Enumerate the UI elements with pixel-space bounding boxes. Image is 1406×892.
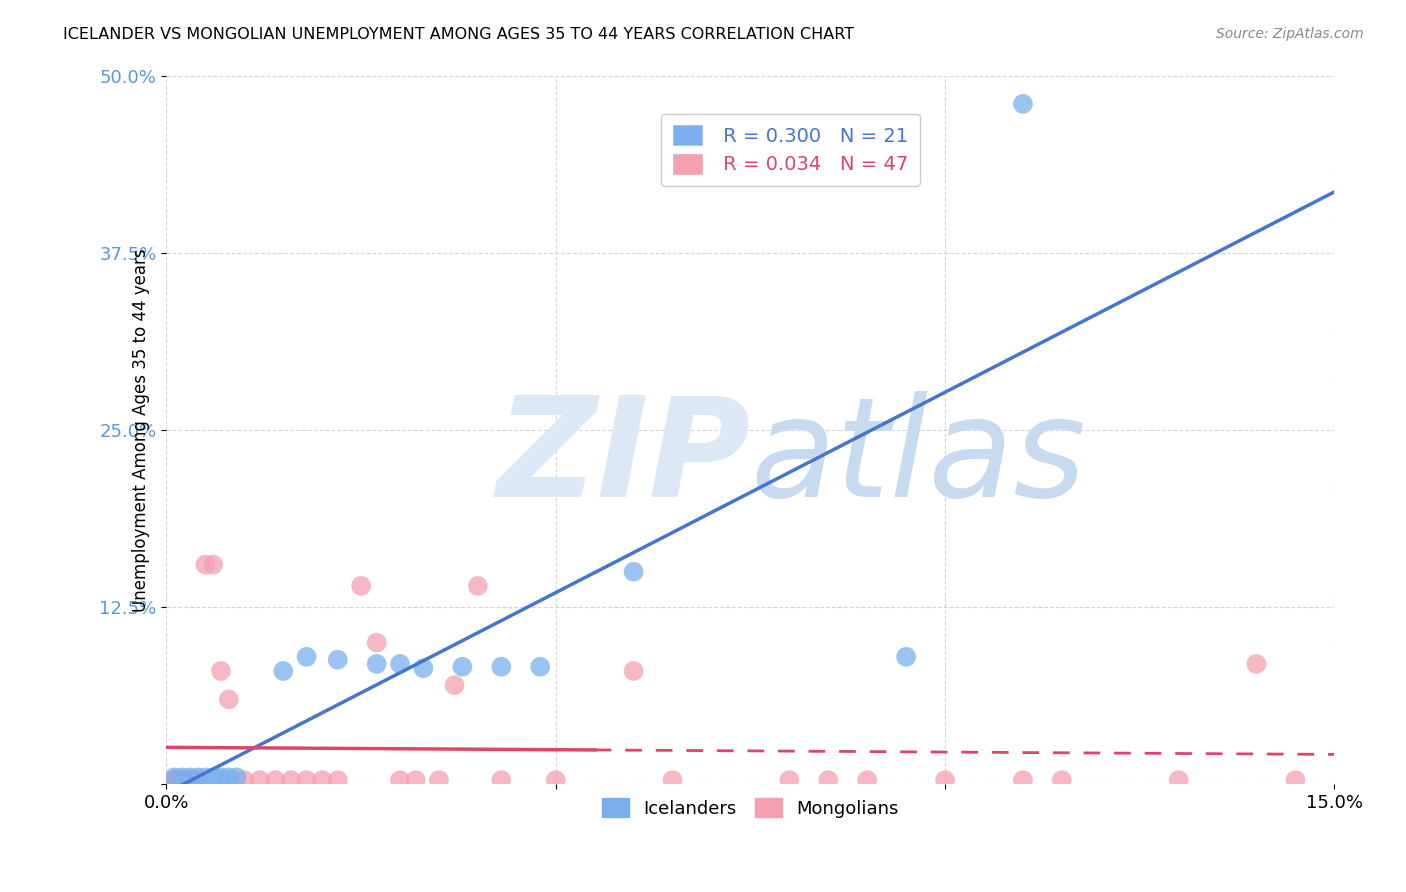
- Point: [179, 770, 201, 784]
- Point: [170, 770, 193, 784]
- Point: [856, 773, 879, 788]
- Point: [467, 579, 489, 593]
- Point: [209, 770, 232, 784]
- Point: [163, 773, 186, 788]
- Text: ZIP: ZIP: [496, 391, 751, 525]
- Point: [366, 657, 388, 671]
- Text: atlas: atlas: [751, 391, 1087, 525]
- Point: [170, 773, 193, 788]
- Point: [209, 664, 232, 678]
- Point: [1167, 773, 1189, 788]
- Text: Source: ZipAtlas.com: Source: ZipAtlas.com: [1216, 27, 1364, 41]
- Point: [451, 659, 474, 673]
- Point: [170, 773, 193, 788]
- Point: [295, 773, 318, 788]
- Point: [170, 773, 193, 788]
- Legend: Icelanders, Mongolians: Icelanders, Mongolians: [595, 791, 905, 825]
- Point: [529, 659, 551, 673]
- Point: [295, 649, 318, 664]
- Point: [218, 770, 240, 784]
- Point: [389, 773, 412, 788]
- Point: [264, 773, 287, 788]
- Point: [350, 579, 373, 593]
- Point: [1012, 773, 1035, 788]
- Point: [163, 773, 186, 788]
- Point: [491, 773, 513, 788]
- Point: [1284, 773, 1306, 788]
- Point: [412, 661, 434, 675]
- Point: [187, 770, 209, 784]
- Point: [225, 770, 247, 784]
- Point: [202, 558, 225, 572]
- Point: [163, 770, 186, 784]
- Point: [1050, 773, 1073, 788]
- Point: [187, 773, 209, 788]
- Point: [443, 678, 465, 692]
- Point: [179, 773, 201, 788]
- Point: [280, 773, 302, 788]
- Point: [326, 773, 349, 788]
- Point: [194, 770, 217, 784]
- Point: [194, 558, 217, 572]
- Point: [544, 773, 567, 788]
- Point: [179, 773, 201, 788]
- Point: [1012, 96, 1035, 111]
- Point: [366, 635, 388, 649]
- Point: [934, 773, 956, 788]
- Point: [170, 773, 193, 788]
- Text: ICELANDER VS MONGOLIAN UNEMPLOYMENT AMONG AGES 35 TO 44 YEARS CORRELATION CHART: ICELANDER VS MONGOLIAN UNEMPLOYMENT AMON…: [63, 27, 855, 42]
- Point: [233, 773, 256, 788]
- Y-axis label: Unemployment Among Ages 35 to 44 years: Unemployment Among Ages 35 to 44 years: [132, 248, 150, 612]
- Point: [326, 653, 349, 667]
- Point: [202, 770, 225, 784]
- Point: [170, 773, 193, 788]
- Point: [179, 773, 201, 788]
- Point: [778, 773, 800, 788]
- Point: [389, 657, 412, 671]
- Point: [427, 773, 450, 788]
- Point: [163, 773, 186, 788]
- Point: [623, 664, 645, 678]
- Point: [491, 659, 513, 673]
- Point: [249, 773, 271, 788]
- Point: [405, 773, 427, 788]
- Point: [1246, 657, 1268, 671]
- Point: [179, 773, 201, 788]
- Point: [894, 649, 917, 664]
- Point: [623, 565, 645, 579]
- Point: [163, 773, 186, 788]
- Point: [163, 773, 186, 788]
- Point: [661, 773, 683, 788]
- Point: [179, 773, 201, 788]
- Point: [218, 692, 240, 706]
- Point: [311, 773, 333, 788]
- Point: [271, 664, 294, 678]
- Point: [817, 773, 839, 788]
